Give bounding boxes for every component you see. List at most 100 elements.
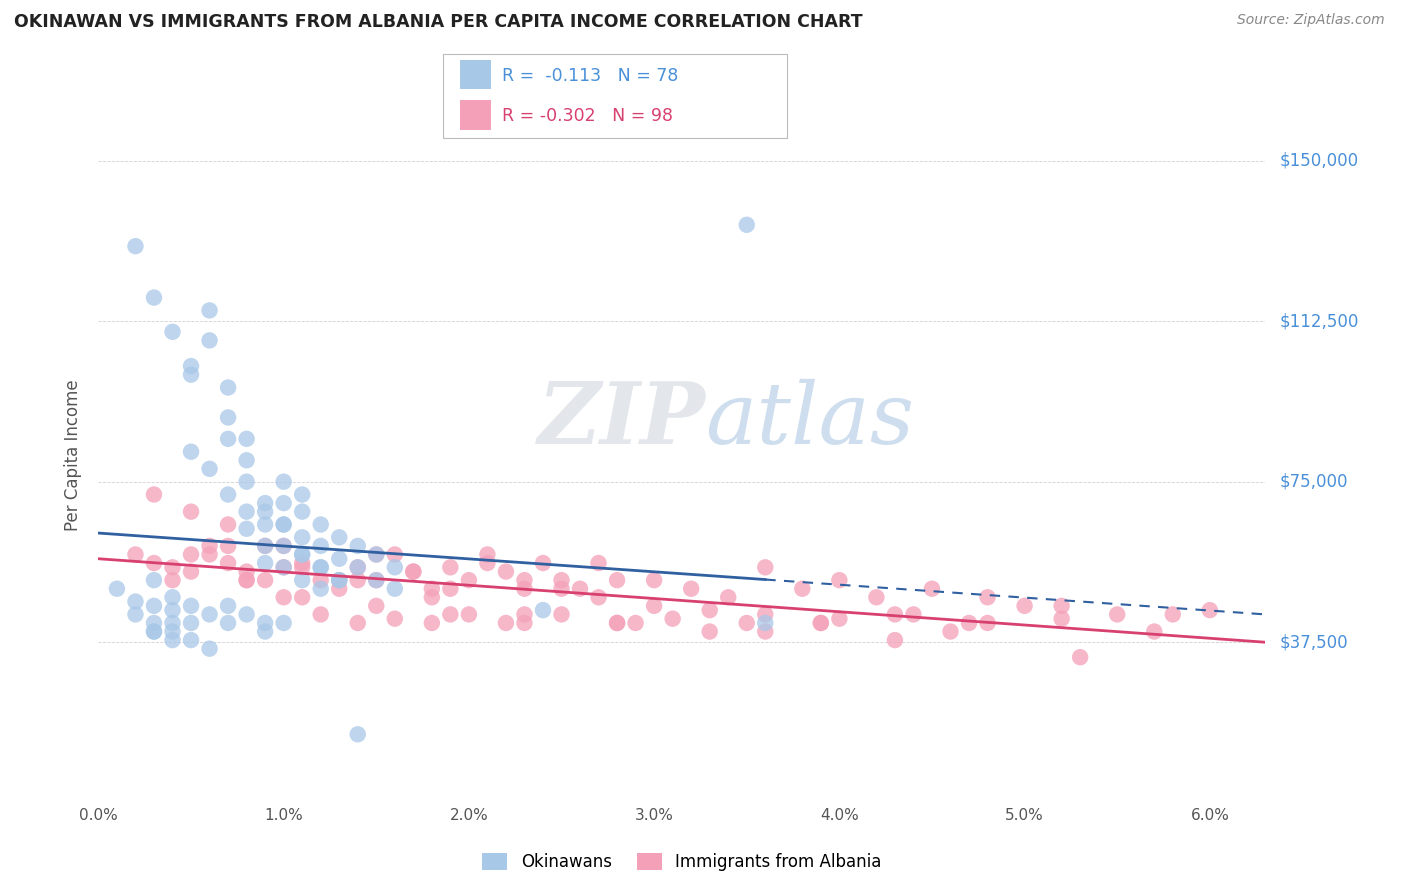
Point [810,615,832,630]
Point [180,599,202,613]
Point [235,522,257,536]
Point [162,560,184,574]
Point [143,291,166,305]
Point [162,573,184,587]
Point [513,607,536,622]
Point [384,560,406,574]
Point [606,615,628,630]
Point [699,603,721,617]
Point [235,453,257,467]
Point [143,556,166,570]
Legend: Okinawans, Immigrants from Albania: Okinawans, Immigrants from Albania [482,853,882,871]
Point [273,475,295,489]
Point [143,615,166,630]
Text: $112,500: $112,500 [1279,312,1358,330]
Point [309,573,332,587]
Point [1069,650,1091,665]
Point [606,615,628,630]
Point [198,539,221,553]
Point [143,624,166,639]
Point [754,624,776,639]
Point [254,573,277,587]
Point [124,594,146,608]
Point [198,607,221,622]
Point [643,573,665,587]
Point [457,573,479,587]
Point [346,573,368,587]
Point [217,517,239,532]
Point [1198,603,1220,617]
Point [273,496,295,510]
Point [291,548,314,562]
Point [346,539,368,553]
Point [105,582,128,596]
Point [217,487,239,501]
Point [198,334,221,348]
Text: $150,000: $150,000 [1279,152,1358,169]
Point [235,505,257,519]
Point [254,496,277,510]
Text: ZIP: ZIP [537,378,706,462]
Point [217,556,239,570]
Point [939,624,962,639]
Point [865,591,887,605]
Point [328,573,350,587]
Point [810,615,832,630]
Point [699,624,721,639]
Point [273,517,295,532]
Point [143,599,166,613]
Point [531,556,554,570]
Point [550,607,572,622]
Text: R = -0.302   N = 98: R = -0.302 N = 98 [502,107,673,125]
Point [235,432,257,446]
Point [162,624,184,639]
Point [180,548,202,562]
Point [1143,624,1166,639]
Point [328,551,350,566]
Point [235,573,257,587]
Point [180,565,202,579]
Point [309,582,332,596]
Point [828,573,851,587]
Point [420,591,443,605]
Point [569,582,592,596]
Point [1050,612,1073,626]
Point [439,560,461,574]
Point [643,599,665,613]
Point [754,607,776,622]
Point [198,462,221,476]
Point [291,548,314,562]
Point [180,633,202,648]
Point [735,615,758,630]
Point [198,548,221,562]
Y-axis label: Per Capita Income: Per Capita Income [65,379,83,531]
Point [957,615,980,630]
Point [328,582,350,596]
Point [1050,599,1073,613]
Point [235,607,257,622]
Point [366,573,388,587]
Point [309,539,332,553]
Point [495,565,517,579]
Point [1107,607,1129,622]
Point [180,359,202,373]
Point [254,556,277,570]
Point [291,573,314,587]
Point [273,560,295,574]
Point [254,624,277,639]
Point [754,615,776,630]
Point [309,607,332,622]
Point [495,615,517,630]
Point [384,612,406,626]
Text: R =  -0.113   N = 78: R = -0.113 N = 78 [502,67,678,85]
Point [606,573,628,587]
Point [291,556,314,570]
Point [162,325,184,339]
Point [162,603,184,617]
Point [420,615,443,630]
Point [180,615,202,630]
Point [254,517,277,532]
Point [328,573,350,587]
Point [217,615,239,630]
Point [624,615,647,630]
